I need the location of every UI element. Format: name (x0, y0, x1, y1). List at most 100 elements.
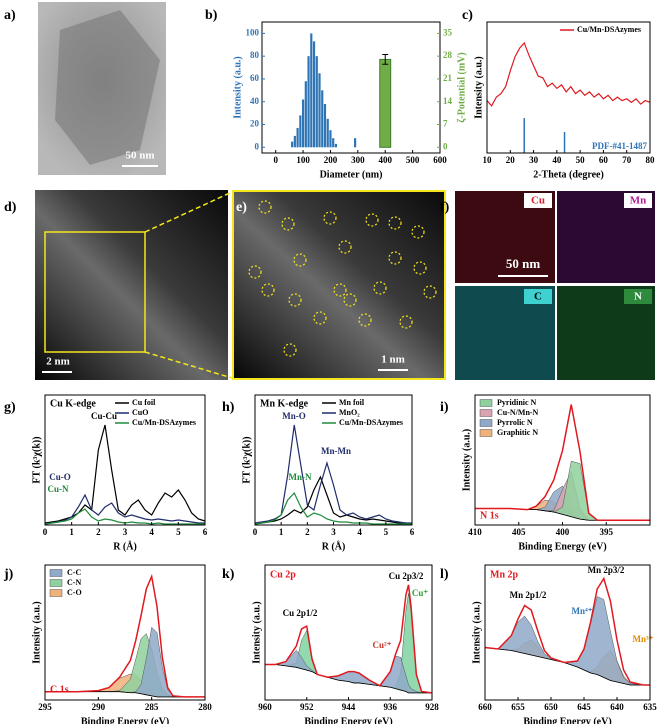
y-tick-label: 80 (250, 50, 260, 60)
x-tick-label: 395 (600, 527, 614, 537)
panel-title: Cu 2p (270, 569, 296, 580)
reference-label: PDF-#41-1487 (592, 141, 647, 151)
series-line (44, 493, 205, 525)
bar (299, 115, 302, 148)
scale-label: 1 nm (381, 354, 405, 366)
bar (312, 41, 316, 148)
map-label: Mn (630, 195, 647, 207)
bar (329, 130, 332, 148)
x-axis-label: Binding Energy (eV) (518, 541, 606, 552)
atom-markers (248, 200, 437, 357)
panel-label: k) (222, 567, 235, 582)
bar (301, 99, 305, 148)
map-tag (524, 289, 552, 304)
y-tick-label: 20 (250, 119, 260, 129)
y-axis-label: Intensity (a.u.) (473, 56, 484, 119)
x-tick-label: 6 (410, 527, 415, 537)
plot-frame (44, 394, 206, 526)
zoom-line (144, 351, 233, 379)
legend-label: C-O (67, 588, 82, 597)
panel-title: C 1s (50, 684, 69, 695)
map-tag (624, 193, 652, 208)
legend-label: Cu-N/Mn-N (497, 408, 539, 417)
annotation: Mn-O (282, 411, 306, 421)
plot-frame (484, 564, 651, 701)
annotation: Cu-Cu (91, 411, 117, 421)
panel-label: d) (4, 200, 17, 215)
x-tick-label: 80 (646, 155, 656, 165)
bar (326, 118, 329, 148)
x-tick-label: 295 (38, 702, 52, 712)
panel-label: l) (440, 567, 449, 582)
x-tick-label: 944 (342, 702, 356, 712)
panel-label: e) (236, 200, 247, 215)
legend-label: Pyrrolic N (497, 418, 533, 427)
legend-label: Pyridinic N (497, 398, 537, 407)
bar (310, 33, 313, 148)
plot-frame (261, 21, 441, 154)
x-tick-label: 660 (478, 702, 492, 712)
background-line (45, 691, 205, 698)
x-tick-label: 410 (468, 527, 482, 537)
haadf-image (35, 190, 228, 380)
legend-label: Cu/Mn-DSAzymes (577, 25, 641, 34)
y-axis-label: FT (k³χ(k)) (241, 436, 252, 483)
panel-title: Mn 2p (490, 569, 519, 580)
x-tick-label: 655 (511, 702, 525, 712)
legend-label: Mn foil (339, 398, 365, 407)
annotation: Cu 2p3/2 (389, 571, 424, 581)
y2-axis-label: ζ-Potential (mV) (456, 52, 467, 123)
y-tick-label: 0 (255, 141, 260, 151)
x-axis-label: Binding Energy (eV) (523, 716, 611, 724)
bar (296, 127, 299, 148)
x-tick-label: 2 (305, 527, 310, 537)
component-label: Mn⁴⁺ (572, 606, 593, 616)
background-line (265, 664, 432, 694)
series-line (486, 41, 651, 107)
plot-frame (44, 564, 206, 701)
x-tick-label: 30 (529, 155, 539, 165)
y-axis-label: Intensity (a.u.) (251, 601, 262, 664)
legend-swatch (49, 569, 63, 577)
x-axis-label: Binding Energy (eV) (81, 716, 169, 724)
x-tick-label: 405 (512, 527, 526, 537)
component-label: Cu⁺ (412, 588, 429, 598)
map-tag (524, 193, 552, 208)
scale-label: 2 nm (46, 356, 70, 368)
legend-label: C-N (67, 578, 81, 587)
bar (318, 73, 321, 148)
map-label: N (634, 291, 642, 303)
x-tick-label: 2 (96, 527, 101, 537)
x-tick-label: 6 (203, 527, 208, 537)
x-tick-label: 640 (610, 702, 624, 712)
x-axis-label: R (Å) (322, 540, 346, 552)
legend-label: MnO₂ (339, 408, 360, 417)
zoom-box (44, 231, 146, 353)
x-tick-label: 0 (253, 527, 258, 537)
plot-frame (254, 394, 413, 526)
x-tick-label: 50 (576, 155, 586, 165)
y-tick-label: 40 (250, 96, 260, 106)
bar (304, 81, 307, 148)
x-tick-label: 0 (43, 527, 48, 537)
bar (321, 90, 324, 148)
series-line (254, 475, 413, 525)
x-tick-label: 3 (123, 527, 128, 537)
legend-swatch (49, 579, 63, 587)
bar (293, 135, 296, 148)
panel-label: g) (4, 400, 16, 415)
y-axis-label: Intensity (a.u.) (471, 601, 482, 664)
background-line (484, 647, 650, 686)
legend-label: Graphitic N (497, 428, 538, 437)
annotation: Mn-N (289, 472, 312, 482)
bar (332, 138, 335, 148)
legend-swatch (479, 399, 493, 407)
annotation: Mn 2p1/2 (510, 590, 547, 600)
legend-swatch (479, 419, 493, 427)
x-tick-label: 70 (622, 155, 632, 165)
bar (354, 138, 357, 148)
map-label: Cu (531, 195, 545, 207)
envelope-line (45, 573, 205, 698)
x-tick-label: 1 (279, 527, 284, 537)
